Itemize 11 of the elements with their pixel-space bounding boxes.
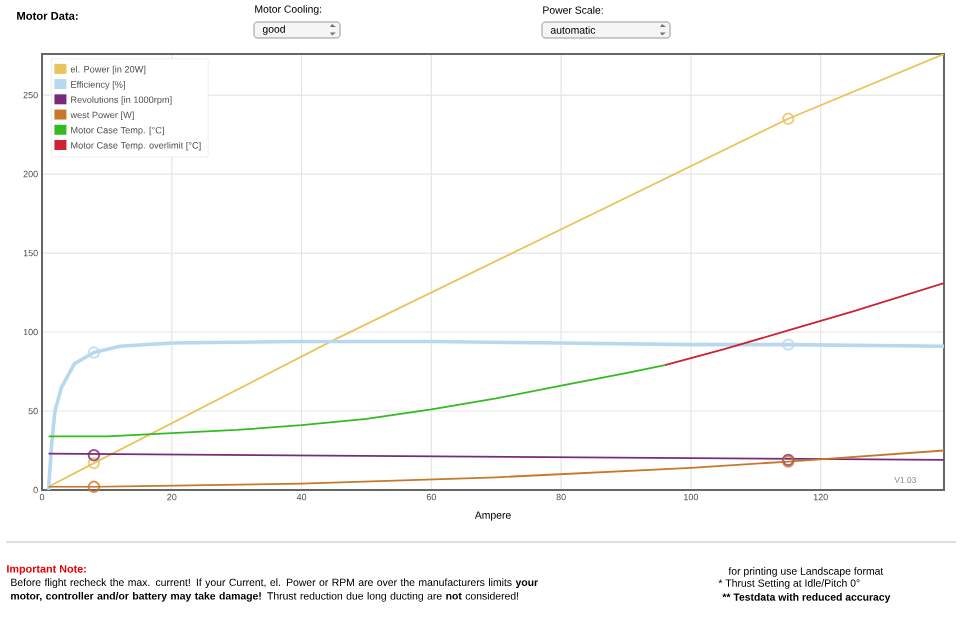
point [87,449,101,462]
point [87,456,101,470]
line-series [47,54,944,488]
line-series [47,364,666,438]
point [87,346,101,359]
point [782,112,795,125]
line-series [46,339,944,490]
line-series [664,282,944,367]
point [87,480,101,494]
line-series [47,449,944,488]
point [782,338,795,351]
